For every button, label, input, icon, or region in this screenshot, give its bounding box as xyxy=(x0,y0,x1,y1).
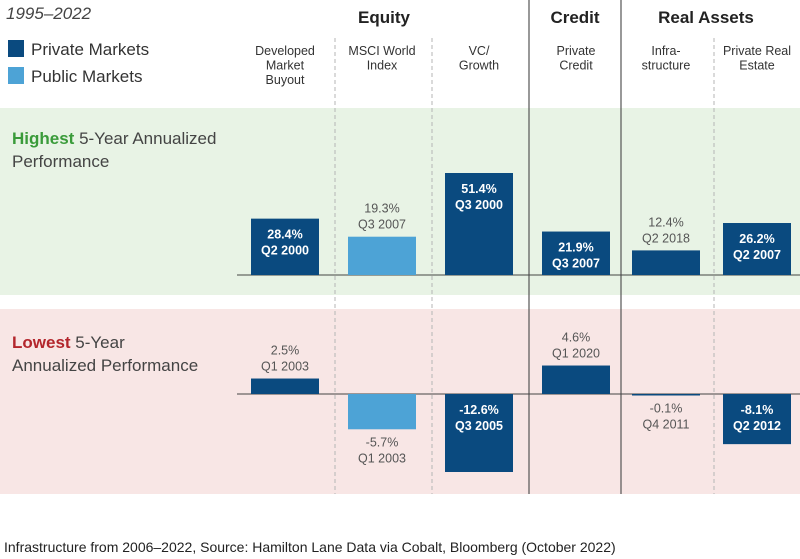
column-header: Buyout xyxy=(266,73,305,87)
data-label-period: Q1 2020 xyxy=(552,347,600,361)
column-header: Estate xyxy=(739,59,774,73)
bar-lowest xyxy=(251,378,319,394)
data-label-value: -5.7% xyxy=(366,435,399,449)
group-header: Equity xyxy=(358,8,410,27)
bar-lowest xyxy=(723,394,791,445)
bar-highest xyxy=(348,236,416,275)
data-label-value: 19.3% xyxy=(364,202,399,216)
group-header: Real Assets xyxy=(658,8,754,27)
column-header: Private xyxy=(557,44,596,58)
data-label-period: Q2 2018 xyxy=(642,231,690,245)
bar-highest xyxy=(723,223,791,275)
lowest-panel-title: Lowest 5-Year xyxy=(12,333,125,352)
data-label-period: Q1 2003 xyxy=(358,451,406,465)
data-label-period: Q2 2007 xyxy=(733,248,781,262)
data-label-period: Q3 2000 xyxy=(455,198,503,212)
bar-lowest xyxy=(542,365,610,394)
legend-label: Private Markets xyxy=(31,40,149,59)
highest-title-line2: Performance xyxy=(12,152,109,171)
column-header: Index xyxy=(367,59,398,73)
data-label-period: Q2 2012 xyxy=(733,419,781,433)
lowest-title-rest: 5-Year xyxy=(71,333,126,352)
data-label-value: 28.4% xyxy=(267,228,302,242)
bar-highest xyxy=(251,218,319,275)
data-label-value: 21.9% xyxy=(558,241,593,255)
data-label-value: 4.6% xyxy=(562,331,591,345)
column-header: Developed xyxy=(255,44,315,58)
highest-title-rest: 5-Year Annualized xyxy=(74,129,216,148)
bar-highest xyxy=(632,250,700,275)
data-label-value: 26.2% xyxy=(739,232,774,246)
footnote: Infrastructure from 2006–2022, Source: H… xyxy=(4,539,616,555)
data-label-period: Q3 2007 xyxy=(552,257,600,271)
data-label-period: Q3 2007 xyxy=(358,218,406,232)
bar-highest xyxy=(542,231,610,275)
legend-swatch-public xyxy=(8,67,24,84)
data-label-period: Q4 2011 xyxy=(642,418,689,432)
bar-lowest xyxy=(348,394,416,430)
data-label-value: -12.6% xyxy=(459,403,499,417)
group-header: Credit xyxy=(550,8,599,27)
data-label-value: 51.4% xyxy=(461,182,496,196)
data-label-value: 2.5% xyxy=(271,344,300,358)
highest-panel-title: Highest 5-Year Annualized xyxy=(12,129,216,148)
column-header: Market xyxy=(266,59,305,73)
bar-highest xyxy=(445,173,513,275)
highest-keyword: Highest xyxy=(12,129,75,148)
column-header: Growth xyxy=(459,59,499,73)
data-label-value: -8.1% xyxy=(741,403,774,417)
lowest-title-line2: Annualized Performance xyxy=(12,356,198,375)
column-header: VC/ xyxy=(469,44,490,58)
column-header: Infra- xyxy=(651,44,680,58)
data-label-period: Q1 2003 xyxy=(261,360,309,374)
data-label-value: 12.4% xyxy=(648,215,683,229)
legend-label: Public Markets xyxy=(31,67,142,86)
column-header: Private Real xyxy=(723,44,791,58)
column-header: MSCI World xyxy=(348,44,415,58)
data-label-period: Q2 2000 xyxy=(261,244,309,258)
lowest-keyword: Lowest xyxy=(12,333,71,352)
column-header: structure xyxy=(642,59,691,73)
column-header: Credit xyxy=(559,59,593,73)
data-label-value: -0.1% xyxy=(650,402,683,416)
legend-swatch-private xyxy=(8,40,24,57)
bar-lowest xyxy=(632,394,700,396)
bar-lowest xyxy=(445,394,513,472)
period-label: 1995–2022 xyxy=(6,4,92,23)
data-label-period: Q3 2005 xyxy=(455,419,503,433)
